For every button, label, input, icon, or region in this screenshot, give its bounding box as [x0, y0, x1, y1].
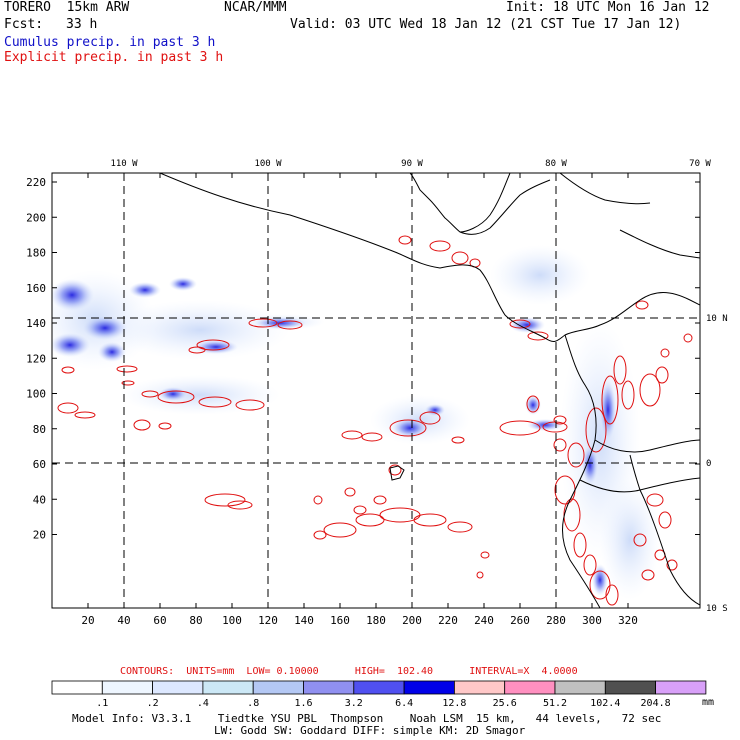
colorbar-swatch [101, 680, 154, 695]
lat-label: 10 S [706, 604, 728, 614]
model-info: Model Info: V3.3.1 Tiedtke YSU PBL Thomp… [72, 712, 662, 725]
x-tick-label: 140 [294, 614, 314, 627]
y-tick-label: 80 [33, 423, 46, 436]
cumulus-legend: Cumulus precip. in past 3 h [4, 35, 216, 50]
contour-high: HIGH= 102.40 [354, 666, 434, 677]
colorbar-label: 3.2 [345, 698, 363, 709]
y-tick-label: 40 [33, 493, 46, 506]
colorbar-label: 6.4 [395, 698, 413, 709]
colorbar-label: .4 [197, 698, 209, 709]
colorbar-label: 12.8 [442, 698, 466, 709]
lon-label: 110 W [110, 159, 138, 169]
colorbar-label: 204.8 [641, 698, 671, 709]
contour-info: CONTOURS: UNITS=mm LOW= 0.10000 HIGH= 10… [120, 666, 578, 677]
lon-label: 80 W [545, 159, 567, 169]
colorbar-swatch [252, 680, 304, 695]
forecast-hour: 33 h [66, 17, 98, 32]
x-tick-label: 100 [222, 614, 242, 627]
valid-time: Valid: 03 UTC Wed 18 Jan 12 (21 CST Tue … [290, 17, 682, 32]
colorbar-label: .1 [96, 698, 108, 709]
x-tick-label: 180 [366, 614, 386, 627]
x-tick-label: 220 [438, 614, 458, 627]
x-tick-label: 120 [258, 614, 278, 627]
y-tick-label: 180 [26, 247, 46, 260]
colorbar [51, 680, 707, 695]
x-tick-label: 280 [546, 614, 566, 627]
colorbar-label: 1.6 [294, 698, 312, 709]
colorbar-label: 25.6 [493, 698, 517, 709]
x-tick-label: 20 [81, 614, 94, 627]
lon-label: 100 W [254, 159, 282, 169]
colorbar-label: .8 [247, 698, 259, 709]
y-tick-label: 20 [33, 529, 46, 542]
y-tick-label: 220 [26, 176, 46, 189]
colorbar-swatch [303, 680, 355, 695]
forecast-label: Fcst: [4, 17, 44, 32]
x-tick-label: 300 [582, 614, 602, 627]
org-label: NCAR/MMM [224, 0, 287, 15]
x-tick-label: 60 [153, 614, 166, 627]
x-tick-label: 200 [402, 614, 422, 627]
lat-label: 0 [706, 459, 711, 469]
colorbar-swatch [554, 680, 606, 695]
x-tick-label: 80 [189, 614, 202, 627]
colorbar-swatch [453, 680, 506, 695]
lat-lon-grid [52, 173, 700, 608]
explicit-legend: Explicit precip. in past 3 h [4, 50, 224, 65]
y-tick-label: 140 [26, 317, 46, 330]
colorbar-swatch [504, 680, 556, 695]
y-tick-label: 100 [26, 388, 46, 401]
precip-field [52, 235, 693, 606]
init-time: Init: 18 UTC Mon 16 Jan 12 [506, 0, 710, 15]
x-tick-label: 40 [117, 614, 130, 627]
y-tick-label: 120 [26, 352, 46, 365]
y-tick-label: 60 [33, 458, 46, 471]
colorbar-swatch [655, 680, 707, 695]
colorbar-swatch [202, 680, 254, 695]
colorbar-label: 102.4 [590, 698, 620, 709]
x-tick-label: 260 [510, 614, 530, 627]
colorbar-swatch [403, 680, 455, 695]
lon-label: 90 W [401, 159, 423, 169]
axis-ticks [52, 173, 700, 608]
y-tick-label: 160 [26, 282, 46, 295]
colorbar-label: .2 [147, 698, 159, 709]
explicit-contours [57, 235, 693, 606]
colorbar-label: 51.2 [543, 698, 567, 709]
x-tick-label: 320 [618, 614, 638, 627]
colorbar-swatch [152, 680, 204, 695]
physics-info: LW: Godd SW: Goddard DIFF: simple KM: 2D… [214, 724, 526, 737]
model-title: TORERO 15km ARW [4, 0, 130, 15]
colorbar-swatch [604, 680, 656, 695]
contour-units: CONTOURS: UNITS=mm LOW= 0.10000 [120, 666, 319, 677]
lon-label: 70 W [689, 159, 711, 169]
colorbar-swatch [353, 680, 405, 695]
x-tick-label: 240 [474, 614, 494, 627]
colorbar-swatch [51, 680, 103, 695]
colorbar-unit: mm [702, 697, 714, 708]
lat-label: 10 N [706, 314, 728, 324]
coastlines [159, 173, 700, 608]
contour-interval: INTERVAL=X 4.0000 [469, 666, 578, 677]
y-tick-label: 200 [26, 211, 46, 224]
x-tick-label: 160 [330, 614, 350, 627]
